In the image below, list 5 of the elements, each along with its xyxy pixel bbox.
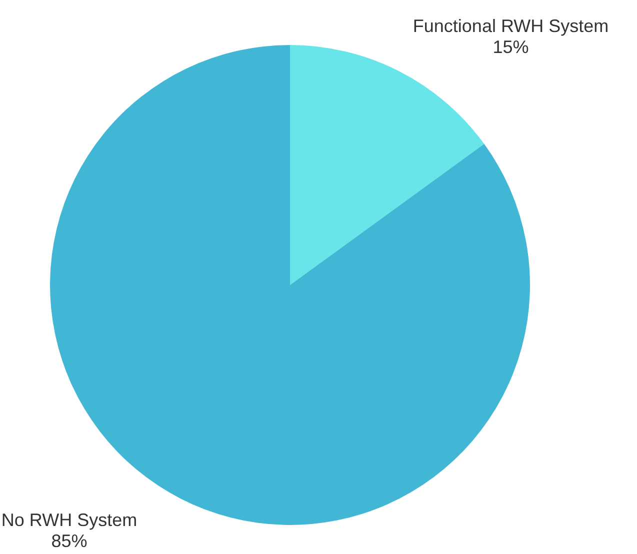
pie-slice: [290, 45, 484, 285]
data-label: 15%: [492, 36, 529, 57]
slice-label: No RWH System: [1, 510, 138, 530]
data-label: 85%: [51, 531, 88, 552]
slice-label: Functional RWH System: [412, 16, 609, 36]
